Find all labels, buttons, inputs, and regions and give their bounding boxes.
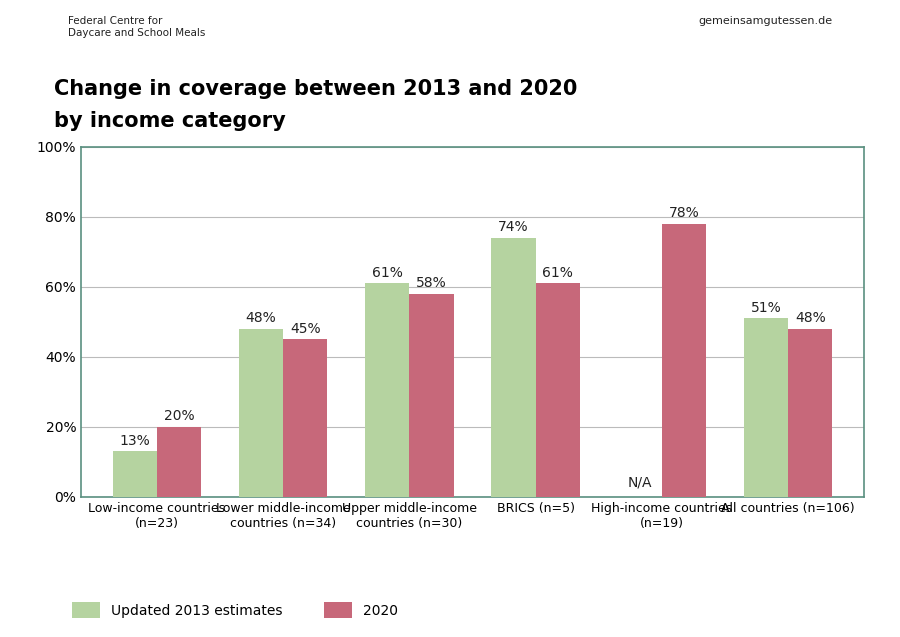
Text: Change in coverage between 2013 and 2020: Change in coverage between 2013 and 2020 bbox=[54, 79, 578, 99]
Bar bbox=[491, 238, 536, 497]
Legend: Updated 2013 estimates, 2020: Updated 2013 estimates, 2020 bbox=[72, 602, 398, 618]
Bar bbox=[744, 318, 788, 497]
Text: 61%: 61% bbox=[543, 266, 573, 280]
Bar bbox=[157, 427, 201, 497]
Text: 58%: 58% bbox=[416, 276, 446, 290]
Bar bbox=[365, 283, 410, 497]
Text: 61%: 61% bbox=[372, 266, 402, 280]
Text: 78%: 78% bbox=[669, 206, 699, 220]
Text: Federal Centre for
Daycare and School Meals: Federal Centre for Daycare and School Me… bbox=[68, 16, 205, 38]
Bar bbox=[662, 224, 706, 497]
Bar bbox=[284, 339, 328, 497]
Bar bbox=[788, 329, 832, 497]
Text: 20%: 20% bbox=[164, 410, 194, 423]
Text: by income category: by income category bbox=[54, 111, 286, 131]
Bar bbox=[112, 451, 157, 497]
Text: N/A: N/A bbox=[627, 476, 652, 490]
Text: 74%: 74% bbox=[499, 220, 529, 234]
Text: 48%: 48% bbox=[246, 311, 276, 325]
Text: gemeinsamgutessen.de: gemeinsamgutessen.de bbox=[698, 16, 832, 26]
Text: 51%: 51% bbox=[751, 301, 781, 315]
Bar bbox=[536, 283, 580, 497]
Bar bbox=[238, 329, 284, 497]
Bar bbox=[410, 294, 454, 497]
Text: 48%: 48% bbox=[795, 311, 825, 325]
Text: 13%: 13% bbox=[120, 434, 150, 448]
Text: 45%: 45% bbox=[290, 322, 320, 336]
